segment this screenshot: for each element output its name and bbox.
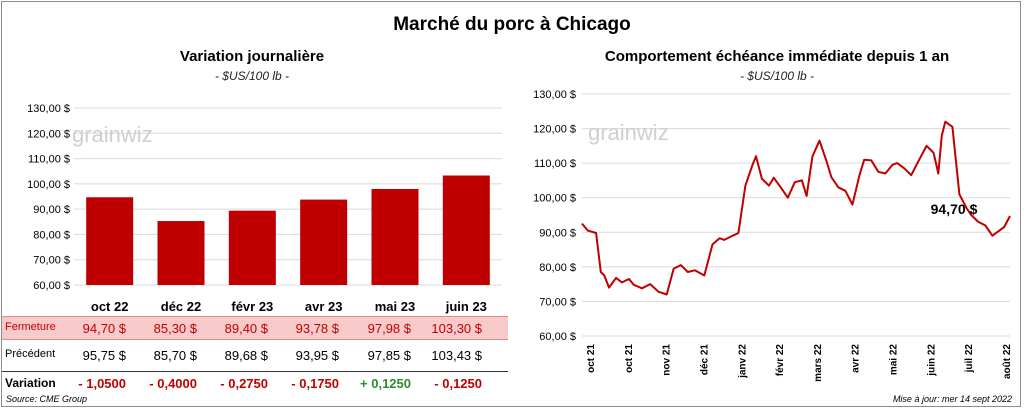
y-tick-label: 100,00 $ <box>533 193 576 205</box>
series-line <box>581 120 1011 296</box>
x-tick-label: févr 23 <box>231 299 273 314</box>
prev-cell: 103,43 $ <box>431 348 482 363</box>
y-tick-label: 60,00 $ <box>539 331 576 343</box>
y-tick-label: 100,00 $ <box>27 179 70 191</box>
right-watermark: grainwiz <box>588 120 669 145</box>
x-tick-label: janv 22 <box>737 344 748 379</box>
bar <box>371 188 419 285</box>
close-cell: 85,30 $ <box>153 321 197 336</box>
x-tick-label: déc 21 <box>699 344 710 376</box>
var-cell: - 0,2750 <box>220 376 268 391</box>
source-note: Source: CME Group <box>6 394 88 404</box>
close-cell: 89,40 $ <box>224 321 268 336</box>
var-cell: - 0,1750 <box>291 376 339 391</box>
close-cell: 94,70 $ <box>82 321 126 336</box>
var-cell: - 0,4000 <box>149 376 197 391</box>
var-cell: - 0,1250 <box>434 376 482 391</box>
close-cell: 93,78 $ <box>295 321 339 336</box>
x-tick-label: mai 22 <box>889 344 900 376</box>
y-tick-label: 130,00 $ <box>533 89 576 101</box>
left-watermark: grainwiz <box>72 122 153 147</box>
x-tick-label: avr 23 <box>305 299 343 314</box>
x-tick-label: oct 21 <box>624 344 635 373</box>
prev-cell: 93,95 $ <box>295 348 339 363</box>
updated-note: Mise à jour: mer 14 sept 2022 <box>892 394 1012 404</box>
x-tick-label: mai 23 <box>375 299 415 314</box>
y-tick-label: 130,00 $ <box>27 103 70 115</box>
left-panel-unit: - $US/100 lb - <box>214 69 290 83</box>
prev-row-label: Précédent <box>5 348 56 360</box>
x-tick-label: mars 22 <box>813 344 824 382</box>
table-row-close: Fermeture 94,70 $ 85,30 $ 89,40 $ 93,78 … <box>2 316 508 340</box>
table-row-prev: Précédent 95,75 $ 85,70 $ 89,68 $ 93,95 … <box>2 344 508 366</box>
y-tick-label: 90,00 $ <box>539 227 576 239</box>
x-tick-label: oct 21 <box>586 344 597 373</box>
y-tick-label: 120,00 $ <box>27 128 70 140</box>
y-tick-label: 110,00 $ <box>534 158 576 170</box>
y-tick-label: 120,00 $ <box>533 124 576 136</box>
x-tick-label: déc 22 <box>161 299 201 314</box>
y-tick-label: 90,00 $ <box>33 204 70 216</box>
table-row-var: Variation - 1,0500 - 0,4000 - 0,2750 - 0… <box>2 371 508 394</box>
close-cell: 97,98 $ <box>367 321 411 336</box>
bar <box>228 210 276 285</box>
bar <box>442 175 490 285</box>
prev-cell: 85,70 $ <box>153 348 197 363</box>
y-tick-label: 70,00 $ <box>539 296 576 308</box>
y-tick-label: 80,00 $ <box>33 229 70 241</box>
main-title: Marché du porc à Chicago <box>393 14 631 35</box>
var-cell: + 0,1250 <box>360 376 411 391</box>
left-panel-title: Variation journalière <box>179 48 325 65</box>
bar-chart: 60,00 $ 70,00 $ 80,00 $ 90,00 $ 100,00 $ 110,… <box>27 103 502 314</box>
var-row-label: Variation <box>5 376 56 390</box>
bar <box>86 197 134 285</box>
y-tick-label: 110,00 $ <box>28 154 70 166</box>
close-row-label: Fermeture <box>5 321 56 333</box>
x-tick-label: nov 21 <box>662 344 673 376</box>
x-tick-label: avr 22 <box>851 344 862 373</box>
prev-cell: 95,75 $ <box>82 348 126 363</box>
right-panel-unit: - $US/100 lb - <box>739 69 815 83</box>
x-tick-label: juil 22 <box>964 344 975 374</box>
x-tick-label: juin 22 <box>926 344 937 377</box>
x-tick-label: juin 23 <box>445 299 487 314</box>
close-cell: 103,30 $ <box>431 321 482 336</box>
last-value-label: 94,70 $ <box>931 201 978 217</box>
prev-cell: 97,85 $ <box>367 348 411 363</box>
line-chart: 60,00 $ 70,00 $ 80,00 $ 90,00 $ 100,00 $ 110,… <box>533 89 1013 382</box>
y-tick-label: 80,00 $ <box>539 262 576 274</box>
right-panel-title: Comportement échéance immédiate depuis 1… <box>604 48 950 65</box>
x-tick-label: août 22 <box>1002 344 1013 379</box>
bar <box>300 199 348 285</box>
x-tick-label: févr 22 <box>775 344 786 377</box>
x-tick-label: oct 22 <box>91 299 129 314</box>
y-tick-label: 60,00 $ <box>33 280 70 292</box>
y-tick-label: 70,00 $ <box>33 255 70 267</box>
bar <box>157 221 205 285</box>
var-cell: - 1,0500 <box>78 376 126 391</box>
prev-cell: 89,68 $ <box>224 348 268 363</box>
